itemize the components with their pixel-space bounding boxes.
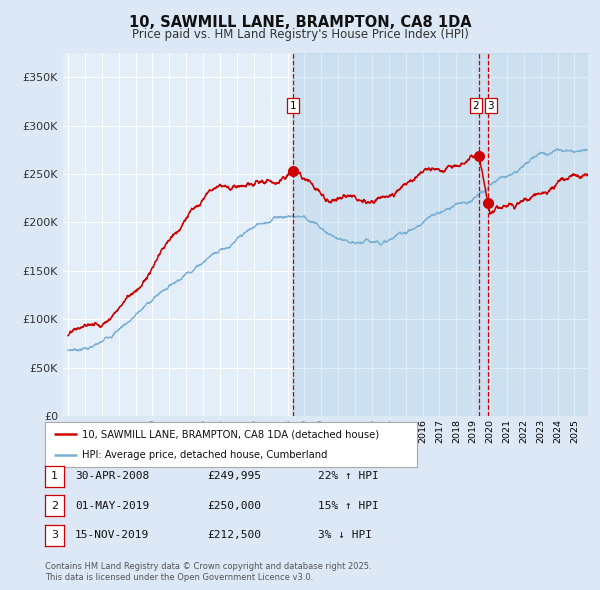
Text: 10, SAWMILL LANE, BRAMPTON, CA8 1DA: 10, SAWMILL LANE, BRAMPTON, CA8 1DA [128, 15, 472, 30]
Text: 1: 1 [290, 101, 296, 111]
Text: 3: 3 [51, 530, 58, 540]
Text: 3% ↓ HPI: 3% ↓ HPI [318, 530, 372, 540]
Text: 10, SAWMILL LANE, BRAMPTON, CA8 1DA (detached house): 10, SAWMILL LANE, BRAMPTON, CA8 1DA (det… [82, 429, 379, 439]
Text: £212,500: £212,500 [207, 530, 261, 540]
Text: 2: 2 [51, 501, 58, 510]
Text: 15-NOV-2019: 15-NOV-2019 [75, 530, 149, 540]
Text: £249,995: £249,995 [207, 471, 261, 481]
Text: 01-MAY-2019: 01-MAY-2019 [75, 501, 149, 510]
Text: 3: 3 [488, 101, 494, 111]
Text: 1: 1 [51, 471, 58, 481]
Text: 22% ↑ HPI: 22% ↑ HPI [318, 471, 379, 481]
Text: HPI: Average price, detached house, Cumberland: HPI: Average price, detached house, Cumb… [82, 450, 328, 460]
Bar [293, 53, 600, 416]
Text: 2: 2 [472, 101, 479, 111]
Text: 30-APR-2008: 30-APR-2008 [75, 471, 149, 481]
Text: Contains HM Land Registry data © Crown copyright and database right 2025.
This d: Contains HM Land Registry data © Crown c… [45, 562, 371, 582]
Text: 15% ↑ HPI: 15% ↑ HPI [318, 501, 379, 510]
Text: £250,000: £250,000 [207, 501, 261, 510]
Text: Price paid vs. HM Land Registry's House Price Index (HPI): Price paid vs. HM Land Registry's House … [131, 28, 469, 41]
